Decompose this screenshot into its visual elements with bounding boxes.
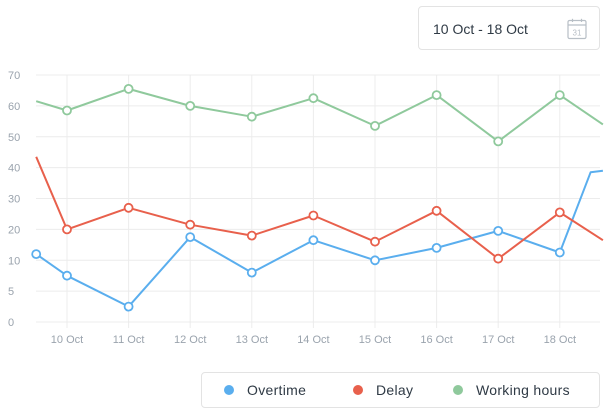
data-point[interactable] xyxy=(493,253,504,264)
x-tick-label: 18 Oct xyxy=(544,334,576,346)
data-point[interactable] xyxy=(185,101,196,111)
y-axis: 0 5 10 20 30 40 50 60 70 xyxy=(8,70,20,329)
series-working-hours xyxy=(35,84,604,147)
chart-series xyxy=(31,84,604,312)
legend-item-delay[interactable]: Delay xyxy=(353,373,413,407)
data-point[interactable] xyxy=(123,202,134,213)
series-line xyxy=(35,156,604,260)
data-point[interactable] xyxy=(554,90,565,100)
legend-dot-overtime xyxy=(224,385,234,395)
data-point[interactable] xyxy=(308,93,319,104)
y-tick-label: 50 xyxy=(8,132,20,144)
series-line xyxy=(35,87,604,143)
date-range-picker[interactable]: 10 Oct - 18 Oct 31 xyxy=(418,6,600,50)
y-tick-label: 20 xyxy=(8,224,20,236)
x-tick-label: 15 Oct xyxy=(359,334,391,346)
calendar-icon[interactable]: 31 xyxy=(567,18,587,45)
legend-dot-working-hours xyxy=(453,385,463,395)
legend-dot-delay xyxy=(353,385,363,395)
x-tick-label: 17 Oct xyxy=(482,334,514,346)
data-point[interactable] xyxy=(185,219,196,230)
data-point[interactable] xyxy=(308,235,319,246)
y-tick-label: 5 xyxy=(8,286,14,298)
y-tick-label: 0 xyxy=(8,317,14,329)
legend-item-overtime[interactable]: Overtime xyxy=(224,373,306,407)
calendar-day: 31 xyxy=(573,29,582,38)
data-point[interactable] xyxy=(246,267,257,278)
data-point[interactable] xyxy=(554,207,565,218)
data-point[interactable] xyxy=(493,225,504,236)
x-tick-label: 11 Oct xyxy=(113,334,145,346)
data-point[interactable] xyxy=(308,210,319,221)
legend-label-working-hours: Working hours xyxy=(476,382,570,398)
data-point[interactable] xyxy=(431,90,442,100)
y-tick-label: 30 xyxy=(8,194,20,206)
chart-grid xyxy=(36,74,600,328)
x-tick-label: 14 Oct xyxy=(297,334,329,346)
legend-label-overtime: Overtime xyxy=(247,382,307,398)
x-tick-label: 12 Oct xyxy=(174,334,206,346)
data-point[interactable] xyxy=(431,205,442,216)
data-point[interactable] xyxy=(31,249,42,260)
series-line xyxy=(35,169,604,308)
data-point[interactable] xyxy=(370,255,380,266)
x-tick-label: 16 Oct xyxy=(420,334,452,346)
series-overtime xyxy=(31,169,604,312)
data-point[interactable] xyxy=(62,105,72,116)
x-axis: 10 Oct 11 Oct 12 Oct 13 Oct 14 Oct 15 Oct 16 O… xyxy=(51,334,576,346)
y-tick-label: 70 xyxy=(8,70,20,82)
data-point[interactable] xyxy=(246,111,257,122)
data-point[interactable] xyxy=(493,136,504,147)
y-tick-label: 60 xyxy=(8,101,20,113)
y-tick-label: 40 xyxy=(8,163,20,175)
legend-item-working-hours[interactable]: Working hours xyxy=(453,373,570,407)
data-point[interactable] xyxy=(123,301,134,312)
data-point[interactable] xyxy=(185,232,196,243)
data-point[interactable] xyxy=(123,84,134,94)
x-tick-label: 10 Oct xyxy=(51,334,83,346)
data-point[interactable] xyxy=(370,121,380,131)
data-point[interactable] xyxy=(431,242,442,253)
data-point[interactable] xyxy=(554,247,565,258)
chart-legend: Overtime Delay Working hours xyxy=(201,372,600,408)
data-point[interactable] xyxy=(370,236,380,247)
date-range-label: 10 Oct - 18 Oct xyxy=(433,21,528,37)
series-delay xyxy=(35,156,604,264)
legend-label-delay: Delay xyxy=(376,382,414,398)
data-point[interactable] xyxy=(246,230,257,241)
y-tick-label: 10 xyxy=(8,255,20,267)
data-point[interactable] xyxy=(62,224,72,235)
data-point[interactable] xyxy=(62,270,72,281)
x-tick-label: 13 Oct xyxy=(236,334,268,346)
